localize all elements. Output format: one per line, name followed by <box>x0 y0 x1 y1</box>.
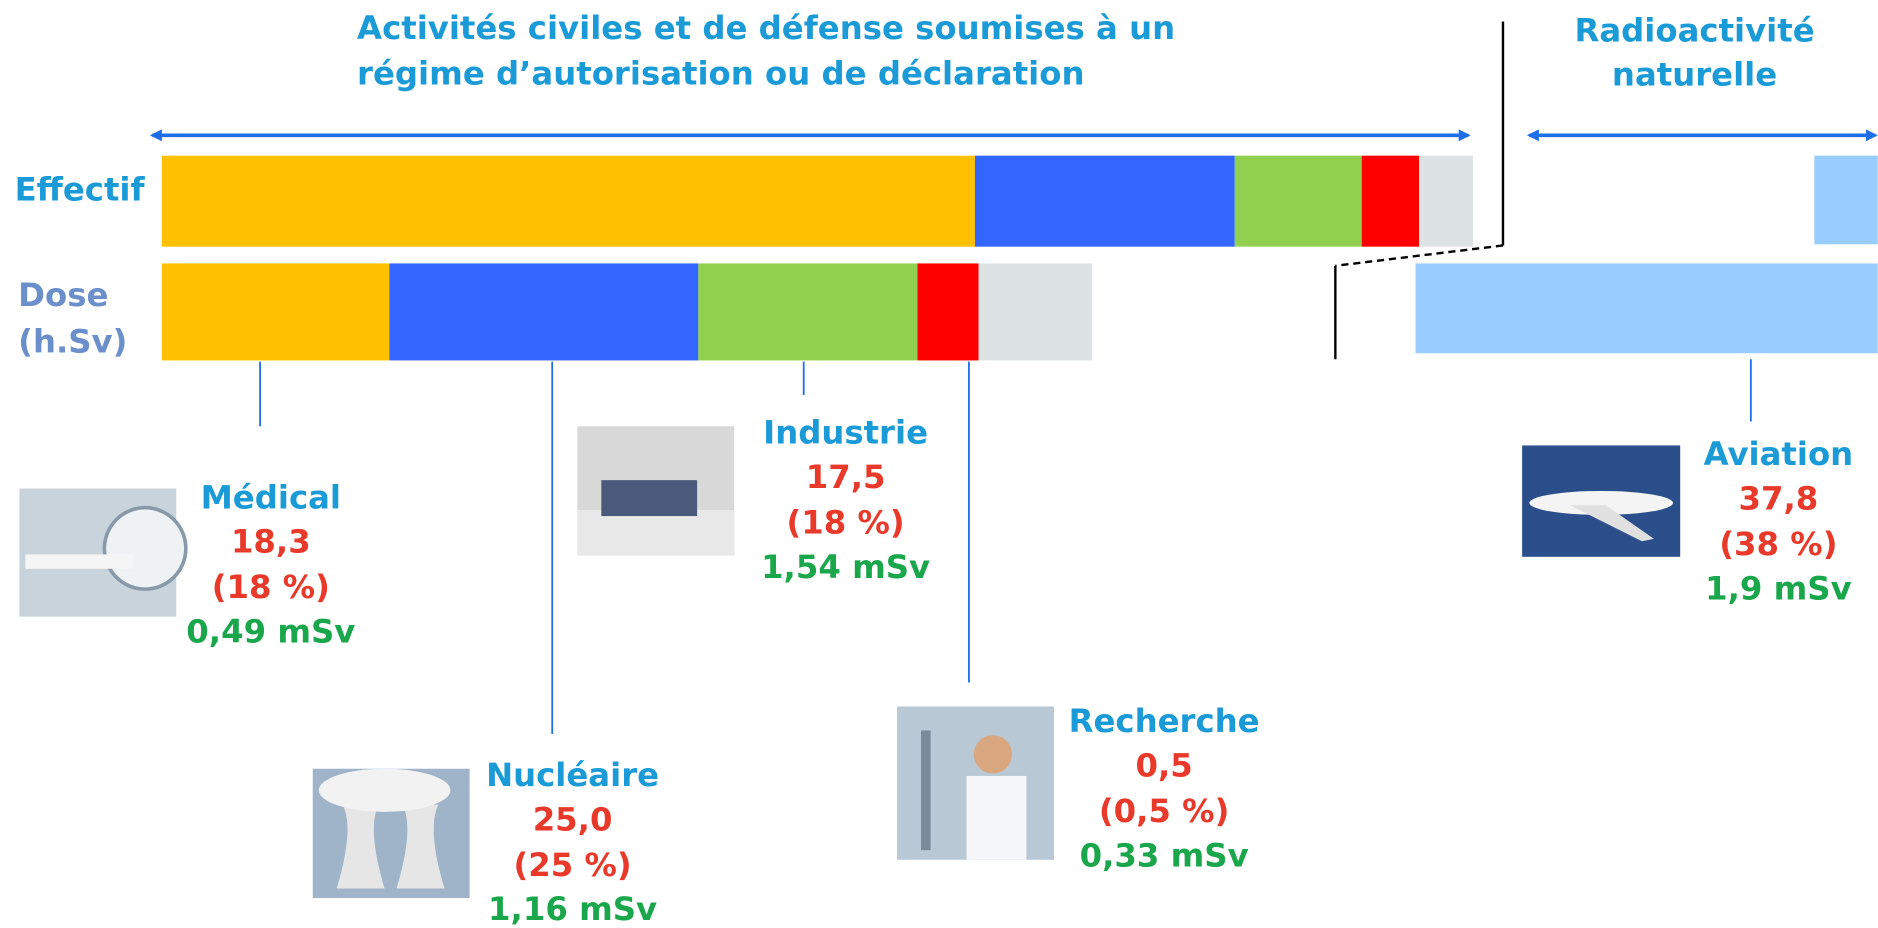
dose-bar <box>161 263 1878 361</box>
sector-name: Nucléaire <box>486 756 659 794</box>
segment <box>389 263 699 361</box>
apparatus <box>921 730 931 851</box>
left-title: Activités civiles et de défense soumises… <box>357 9 1175 47</box>
segment <box>1361 155 1420 247</box>
collective-dose: 17,5 <box>806 458 886 496</box>
steam <box>318 768 451 812</box>
photo <box>19 488 188 617</box>
sector-name: Industrie <box>763 414 928 452</box>
collective-dose: 37,8 <box>1739 480 1819 518</box>
individual-dose: 0,33 mSv <box>1080 836 1249 874</box>
share: (0,5 %) <box>1099 792 1229 830</box>
right-title: naturelle <box>1612 56 1777 94</box>
segment <box>1234 155 1362 247</box>
share: (18 %) <box>787 503 905 541</box>
table <box>25 554 134 569</box>
segment <box>974 155 1235 247</box>
photo <box>1522 445 1681 557</box>
collective-dose: 18,3 <box>231 523 311 561</box>
floor <box>577 510 735 556</box>
segment <box>1415 263 1878 354</box>
individual-dose: 0,49 mSv <box>186 612 355 650</box>
coat <box>966 775 1027 860</box>
segment <box>698 263 918 361</box>
machine <box>601 480 698 517</box>
photo <box>312 768 470 899</box>
share: (25 %) <box>513 846 631 884</box>
cooling-tower <box>336 804 385 889</box>
head <box>973 735 1013 774</box>
individual-dose: 1,54 mSv <box>761 548 930 586</box>
row-label: Dose <box>18 276 108 314</box>
sector-name: Médical <box>201 478 341 516</box>
collective-dose: 25,0 <box>533 800 613 838</box>
segment <box>978 263 1093 361</box>
right-title: Radioactivité <box>1574 11 1814 49</box>
separator <box>1335 244 1504 268</box>
share: (38 %) <box>1719 525 1837 563</box>
sector-name: Aviation <box>1704 435 1854 473</box>
photo <box>897 706 1054 860</box>
share: (18 %) <box>212 568 330 606</box>
scanner <box>102 505 188 591</box>
wings <box>1570 505 1654 542</box>
segment <box>1814 155 1878 245</box>
segment <box>1419 155 1474 247</box>
row-label: (h.Sv) <box>18 323 127 361</box>
effectif-bar <box>161 155 1878 247</box>
segment <box>917 263 979 361</box>
segment <box>161 263 390 361</box>
sector-name: Recherche <box>1069 702 1260 740</box>
left-title: régime d’autorisation ou de déclaration <box>357 54 1084 92</box>
individual-dose: 1,9 mSv <box>1705 569 1852 607</box>
fuselage <box>1529 490 1674 515</box>
individual-dose: 1,16 mSv <box>488 890 657 928</box>
segment <box>161 155 975 247</box>
row-label: Effectif <box>15 171 146 209</box>
collective-dose: 0,5 <box>1135 747 1192 785</box>
photo <box>577 426 735 556</box>
cooling-tower <box>396 804 445 889</box>
